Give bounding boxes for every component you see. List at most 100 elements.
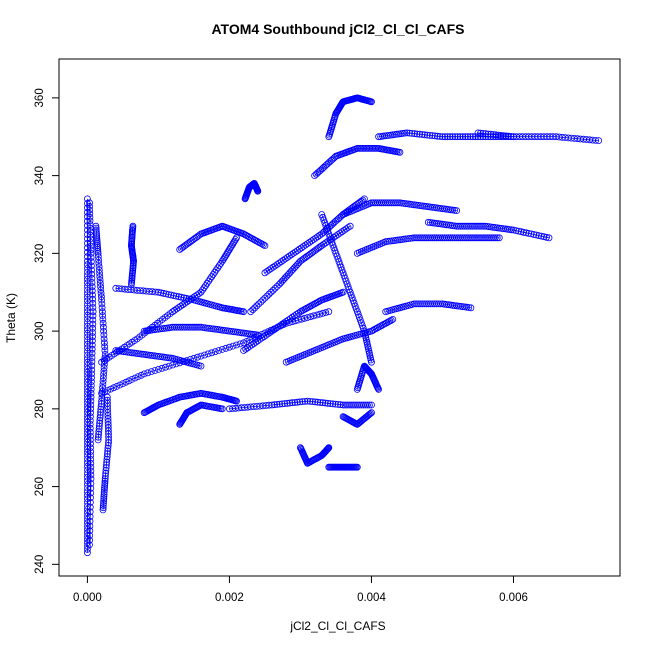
data-point [170, 292, 178, 300]
data-point [87, 242, 95, 250]
data-point [128, 375, 136, 383]
data-point [100, 370, 107, 378]
data-point [101, 339, 108, 347]
data-point [134, 373, 142, 381]
data-point [89, 291, 96, 299]
data-point [86, 417, 94, 424]
data-point [84, 392, 91, 399]
series-line [101, 237, 237, 363]
data-point [84, 545, 91, 553]
data-point [172, 292, 180, 300]
data-point [491, 234, 499, 242]
data-point [271, 284, 279, 292]
data-point [86, 213, 94, 221]
data-point [505, 226, 513, 233]
data-point [103, 453, 111, 461]
data-point [233, 397, 240, 405]
data-point [95, 263, 103, 271]
data-point [325, 444, 333, 452]
data-point [87, 389, 95, 397]
data-point [84, 372, 91, 379]
data-point [87, 405, 95, 413]
data-point [97, 289, 105, 297]
data-point [254, 331, 262, 339]
data-point [497, 131, 505, 139]
data-point [101, 357, 109, 365]
data-point [97, 286, 105, 294]
data-point [84, 304, 91, 312]
data-point [273, 282, 281, 290]
data-point [101, 388, 109, 396]
data-point [211, 348, 219, 356]
data-point [446, 133, 454, 141]
data-point [595, 137, 603, 145]
data-point [88, 341, 96, 349]
data-point [321, 399, 329, 407]
data-point [461, 133, 469, 141]
data-point [87, 459, 95, 467]
data-point [271, 401, 279, 409]
data-point [125, 377, 133, 385]
data-point [517, 228, 525, 236]
data-point [433, 132, 441, 140]
data-point [515, 227, 522, 235]
data-point [99, 504, 107, 512]
data-point [88, 374, 95, 382]
data-point [87, 409, 94, 417]
data-point [525, 229, 533, 237]
data-point [368, 358, 375, 366]
data-point [144, 369, 152, 377]
data-point [261, 242, 269, 250]
data-point [87, 480, 95, 487]
data-point [100, 495, 108, 503]
data-point [195, 290, 203, 298]
data-point [99, 502, 107, 509]
data-point [185, 295, 193, 303]
data-point [89, 308, 97, 316]
chart-title: ATOM4 Southbound jCl2_Cl_Cl_CAFS [211, 21, 464, 37]
data-point [326, 400, 334, 408]
data-point [100, 493, 108, 501]
data-point [96, 269, 103, 277]
data-point [255, 300, 263, 308]
data-point [86, 532, 94, 539]
data-point [88, 345, 96, 353]
data-point [165, 291, 173, 298]
data-point [218, 405, 226, 413]
data-point [101, 347, 109, 354]
data-point [254, 187, 262, 195]
data-point [87, 397, 95, 405]
data-point [84, 395, 91, 403]
data-point [175, 293, 183, 301]
data-point [84, 326, 91, 334]
data-point [89, 329, 96, 336]
data-point [387, 316, 395, 324]
data-point [316, 399, 324, 406]
data-point [104, 387, 112, 394]
data-point [87, 455, 95, 463]
data-point [329, 400, 337, 408]
series-line [101, 311, 329, 394]
data-point [228, 242, 235, 250]
data-point [84, 268, 91, 276]
data-point [286, 399, 294, 407]
data-point [99, 377, 107, 385]
data-point [88, 287, 96, 295]
data-point [88, 366, 96, 374]
data-point [441, 133, 449, 141]
data-point [100, 331, 108, 339]
data-point [129, 222, 137, 230]
data-point [99, 506, 107, 514]
data-point [428, 132, 436, 140]
data-point [449, 133, 457, 141]
data-point [431, 132, 439, 140]
data-point [162, 290, 170, 298]
data-point [352, 420, 360, 428]
data-point [360, 195, 368, 203]
data-point [87, 385, 95, 393]
data-point [103, 393, 111, 401]
data-point [375, 385, 383, 393]
data-point [276, 400, 284, 408]
series-line [385, 303, 471, 313]
data-point [89, 312, 97, 320]
